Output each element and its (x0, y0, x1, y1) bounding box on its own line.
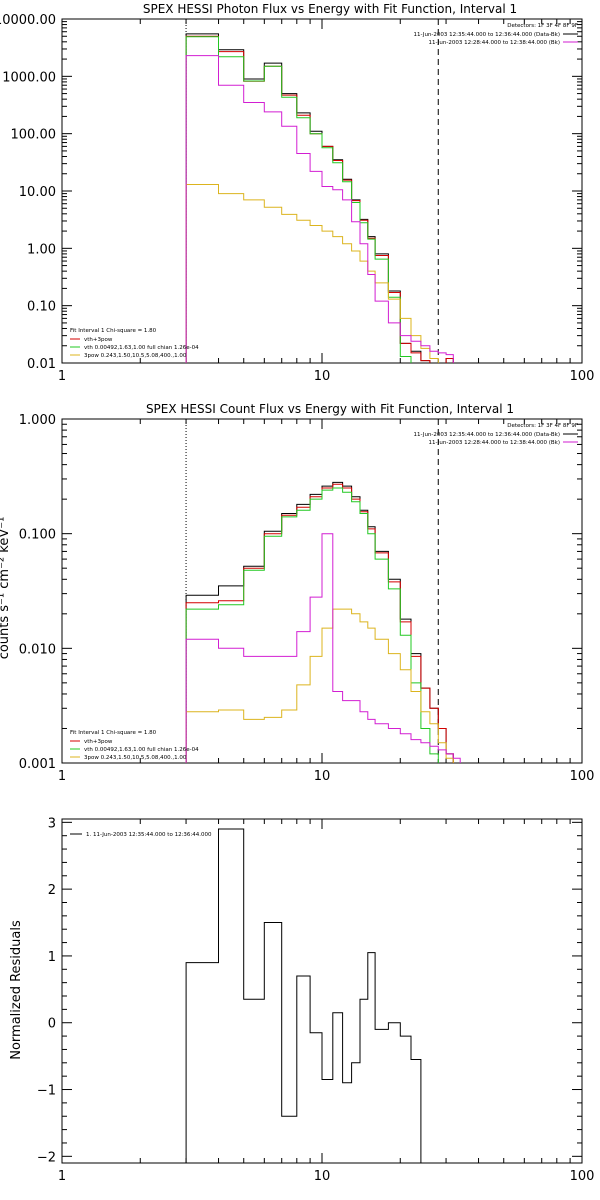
count-flux-title: SPEX HESSI Count Flux vs Energy with Fit… (146, 402, 514, 416)
legend-3pow: 3pow 0.243,1.50,10.5,5.08,400.,1.00 (84, 353, 187, 359)
photon-flux-info: Detectors: 1F 3F 4F 8F 9F 11-Jun-2003 12… (414, 23, 578, 46)
series-green-histogram (185, 36, 454, 363)
y-tick-label: 0.100 (19, 528, 56, 543)
y-tick-label: 0.10 (27, 300, 56, 315)
y-tick-label: 1.00 (27, 242, 56, 257)
y-tick-label: 2 (48, 883, 56, 898)
legend-vth: vth 0.00492,1.63,1.00 full chian 1.26e-0… (84, 345, 199, 351)
y-tick-label: 0.001 (19, 757, 56, 772)
count-flux-panel: SPEX HESSI Count Flux vs Energy with Fit… (0, 402, 595, 784)
legend-fit-interval: Fit Interval 1 Chi-square = 1.80 (70, 328, 157, 334)
plot-frame (61, 818, 583, 1164)
plot-frame (61, 18, 583, 364)
info-data-interval: 11-Jun-2003 12:35:44.000 to 12:36:44.000… (414, 32, 560, 38)
x-tick-label: 1 (58, 369, 66, 384)
series-magenta-histogram (185, 55, 454, 363)
series-yellow-histogram (185, 608, 461, 763)
residuals-ylabel: Normalized Residuals (9, 920, 24, 1060)
series-black-histogram (185, 481, 461, 763)
series-yellow-histogram (185, 184, 454, 363)
residuals-legend: 1. 11-Jun-2003 12:35:44.000 to 12:36:44.… (70, 832, 212, 838)
y-tick-label: 10000.00 (0, 13, 56, 28)
x-tick-label: 1 (58, 769, 66, 784)
legend-3pow: 3pow 0.243,1.50,10.5,5.08,400.,1.00 (84, 755, 187, 761)
legend-fit-interval: Fit Interval 1 Chi-square = 1.80 (70, 730, 157, 736)
x-tick-label: 100 (570, 769, 595, 784)
residuals-panel: Normalized Residuals 1 10 100 −2 −1 0 1 2 3 1. 1… (9, 816, 594, 1184)
info-bk-interval: 11-Jun-2003 12:28:44.000 to 12:38:44.000… (428, 440, 560, 446)
info-data-interval: 11-Jun-2003 12:35:44.000 to 12:36:44.000… (414, 432, 560, 438)
y-tick-label: −2 (37, 1150, 56, 1165)
y-tick-label: −1 (37, 1084, 56, 1099)
y-tick-label: 0.010 (19, 642, 56, 657)
info-detectors: Detectors: 1F 3F 4F 8F 9F (507, 423, 578, 429)
series-magenta-histogram (185, 533, 461, 763)
x-tick-label: 1 (58, 1169, 66, 1184)
info-bk-interval: 11-Jun-2003 12:28:44.000 to 12:38:44.000… (428, 40, 560, 46)
count-flux-ylabel: counts s⁻¹ cm⁻² keV⁻¹ (0, 517, 12, 660)
legend-vth: vth 0.00492,1.63,1.00 full chian 1.26e-0… (84, 747, 199, 753)
legend-vth-3pow: vth+3pow (84, 337, 113, 343)
y-tick-label: 0.01 (27, 357, 56, 372)
series-red-histogram (185, 483, 461, 763)
legend-vth-3pow: vth+3pow (84, 739, 113, 745)
legend-interval: 1. 11-Jun-2003 12:35:44.000 to 12:36:44.… (86, 832, 212, 838)
y-tick-label: 3 (48, 816, 56, 831)
x-tick-label: 10 (314, 1169, 331, 1184)
info-detectors: Detectors: 1F 3F 4F 8F 9F (507, 23, 578, 29)
count-flux-info: Detectors: 1F 3F 4F 8F 9F 11-Jun-2003 12… (414, 423, 578, 446)
y-tick-label: 1.000 (19, 413, 56, 428)
y-tick-label: 1000.00 (2, 70, 56, 85)
y-tick-label: 0 (48, 1017, 56, 1032)
photon-flux-panel: SPEX HESSI Photon Flux vs Energy with Fi… (0, 2, 594, 384)
x-tick-label: 100 (570, 369, 595, 384)
series-red-histogram (185, 35, 454, 363)
x-tick-label: 10 (314, 769, 331, 784)
y-tick-label: 100.00 (11, 128, 57, 143)
series-green-histogram (185, 487, 461, 763)
y-tick-label: 1 (48, 950, 56, 965)
y-tick-label: 10.00 (19, 185, 56, 200)
series-black-histogram (185, 828, 439, 1163)
x-tick-label: 10 (314, 369, 331, 384)
photon-flux-legend: Fit Interval 1 Chi-square = 1.80 vth+3po… (70, 328, 199, 359)
x-tick-label: 100 (570, 1169, 595, 1184)
count-flux-legend: Fit Interval 1 Chi-square = 1.80 vth+3po… (70, 730, 199, 761)
photon-flux-title: SPEX HESSI Photon Flux vs Energy with Fi… (143, 2, 517, 16)
